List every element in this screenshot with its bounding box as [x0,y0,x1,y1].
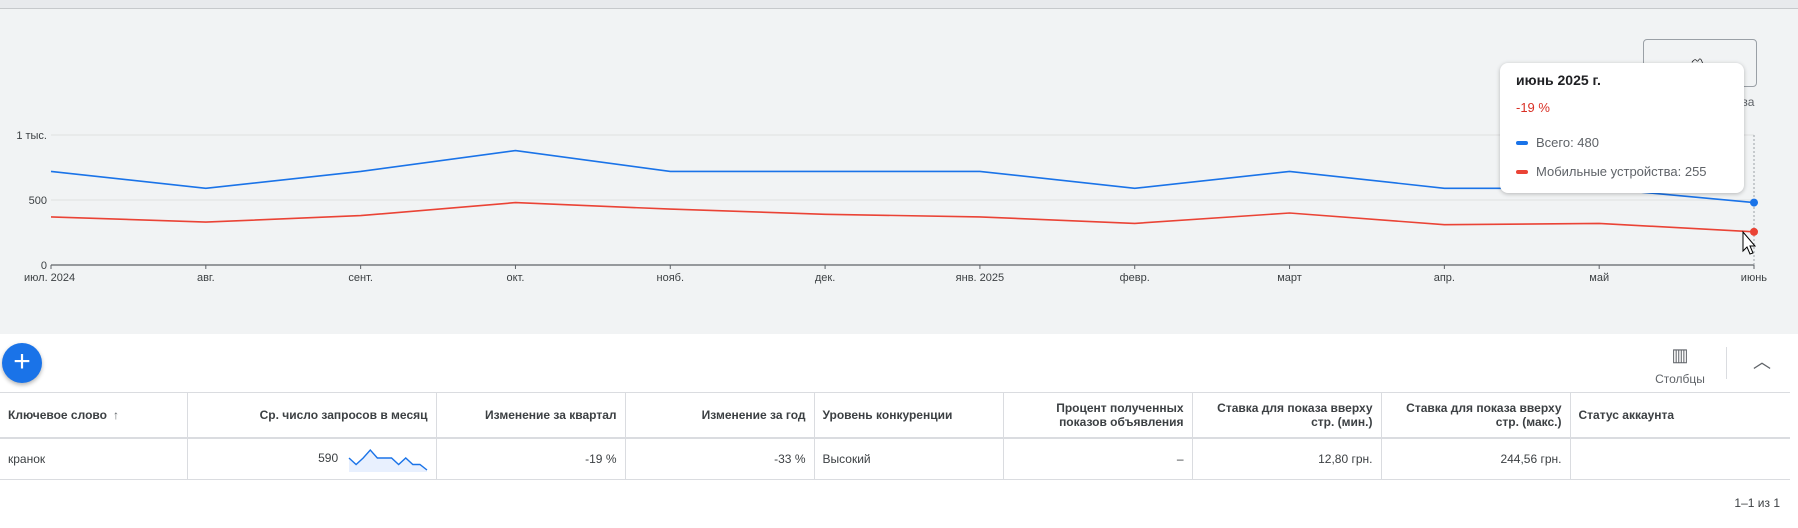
x-tick-label-0: июл. 2024 [24,272,75,284]
collapse-chart-button[interactable]: ︿ [1750,350,1774,374]
tooltip-row-total-label: Всего: 480 [1536,135,1600,150]
tooltip-row-total: Всего: 480 [1516,135,1599,150]
columns-icon: ▥ [1671,345,1689,365]
chart-svg: 0 500 1 тыс. июл. 2024 авг. сент. окт. нояб. дек… [16,130,1767,284]
cell-bid-low: 12,80 грн. [1192,438,1382,480]
top-bar [0,0,1798,9]
tooltip-row-mobile-label: Мобильные устройства: 255 [1536,164,1707,179]
toolbar-divider [1726,347,1727,379]
header-bid-low[interactable]: Ставка для показа вверху стр. (мин.) [1192,392,1382,439]
x-tick-label-8: март [1277,272,1302,284]
y-tick-label-0: 0 [41,260,47,272]
header-quarter-change[interactable]: Изменение за квартал [436,392,626,439]
x-tick-label-3: окт. [506,272,524,284]
avg-searches-value: 590 [318,451,339,466]
sparkline-area [348,450,427,472]
tooltip-row-mobile: Мобильные устройства: 255 [1516,164,1707,179]
x-tick-label-6: янв. 2025 [956,272,1004,284]
series-swatch-total [1516,140,1528,145]
cell-bid-high: 244,56 грн. [1381,438,1571,480]
sparkline-line [348,448,427,471]
sort-ascending-icon[interactable]: ↑ [112,408,119,422]
hover-point-1 [1750,227,1758,236]
header-account-status[interactable]: Статус аккаунта [1570,392,1790,439]
plus-icon: + [13,345,31,378]
hover-point-0 [1750,198,1758,207]
add-keyword-button[interactable]: + [2,343,42,383]
header-bid-high[interactable]: Ставка для показа вверху стр. (макс.) [1381,392,1571,439]
series-line-0 [50,149,1755,204]
mouse-cursor-icon [1742,230,1757,255]
x-tick-label-5: дек. [815,272,835,284]
header-year-change[interactable]: Изменение за год [625,392,815,439]
x-tick-label-11: июнь [1741,272,1767,284]
chevron-up-icon: ︿ [1753,352,1771,372]
cell-impression-share: – [1003,438,1193,480]
cell-competition: Высокий [814,438,1004,480]
series-line-1 [50,201,1755,233]
columns-button-label: Столбцы [1655,372,1705,386]
x-tick-label-4: нояб. [657,272,685,284]
keyword-table: Ключевое слово ↑ Ср. число запросов в мес… [0,392,1790,480]
chart-tooltip: июнь 2025 г. -19 % Всего: 480 Мобильные … [1500,63,1744,193]
table-header-row: Ключевое слово ↑ Ср. число запросов в мес… [0,392,1790,439]
cell-quarter-change: -19 % [436,438,626,480]
series-swatch-mobile [1516,169,1528,174]
x-tick-label-9: апр. [1434,272,1455,284]
header-keyword[interactable]: Ключевое слово ↑ [0,392,188,439]
cell-account-status [1570,438,1790,480]
y-tick-label-1: 500 [29,195,47,207]
header-competition[interactable]: Уровень конкуренции [814,392,1004,439]
x-tick-label-2: сент. [348,272,373,284]
cell-avg-searches: 590 [187,438,437,480]
tooltip-change: -19 % [1516,100,1550,115]
columns-button[interactable]: ▥ Столбцы [1640,343,1720,388]
trend-sparkline[interactable] [348,444,428,474]
x-tick-label-10: май [1589,272,1609,284]
pagination-label: 1–1 из 1 [1734,496,1780,510]
table-row: кранок 590 -19 % -33 % Высокий – 12,80 г… [0,438,1790,480]
y-tick-label-2: 1 тыс. [16,130,47,142]
header-avg-searches[interactable]: Ср. число запросов в месяц [187,392,437,439]
cell-keyword[interactable]: кранок [0,438,188,480]
x-tick-label-7: февр. [1120,272,1150,284]
cell-year-change: -33 % [625,438,815,480]
trend-chart: 0 500 1 тыс. июл. 2024 авг. сент. окт. нояб. дек… [0,9,1798,334]
header-keyword-label: Ключевое слово [8,408,107,422]
tooltip-title: июнь 2025 г. [1516,72,1601,88]
header-impression-share[interactable]: Процент полученных показов объявления [1003,392,1193,439]
x-tick-label-1: авг. [197,272,215,284]
